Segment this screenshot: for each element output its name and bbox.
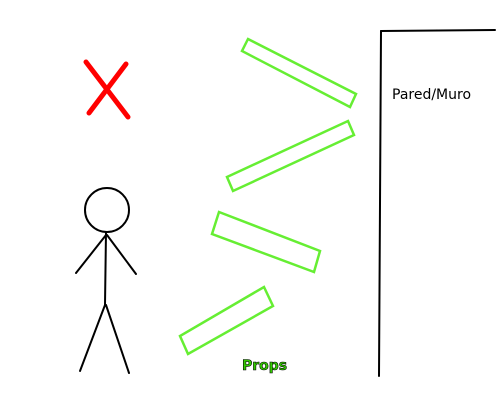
props-label: Props [242,358,288,375]
figure-head [84,187,130,233]
figure-body [104,231,107,306]
figure-right-arm [106,234,137,275]
props-group [178,37,358,356]
wall-left-edge [378,30,382,377]
prop-board-2 [225,119,356,193]
wall-outline [378,29,496,377]
figure-left-leg [79,304,106,372]
prop-board-1 [240,37,358,109]
prop-board-3 [210,210,322,274]
figure-right-leg [105,304,130,374]
wall-label: Pared/Muro [392,87,472,103]
x-mark-icon [83,59,131,120]
prop-board-4 [178,285,275,356]
figure-left-arm [75,234,107,274]
stick-figure-icon [75,187,137,374]
wall-top-edge [380,29,496,32]
